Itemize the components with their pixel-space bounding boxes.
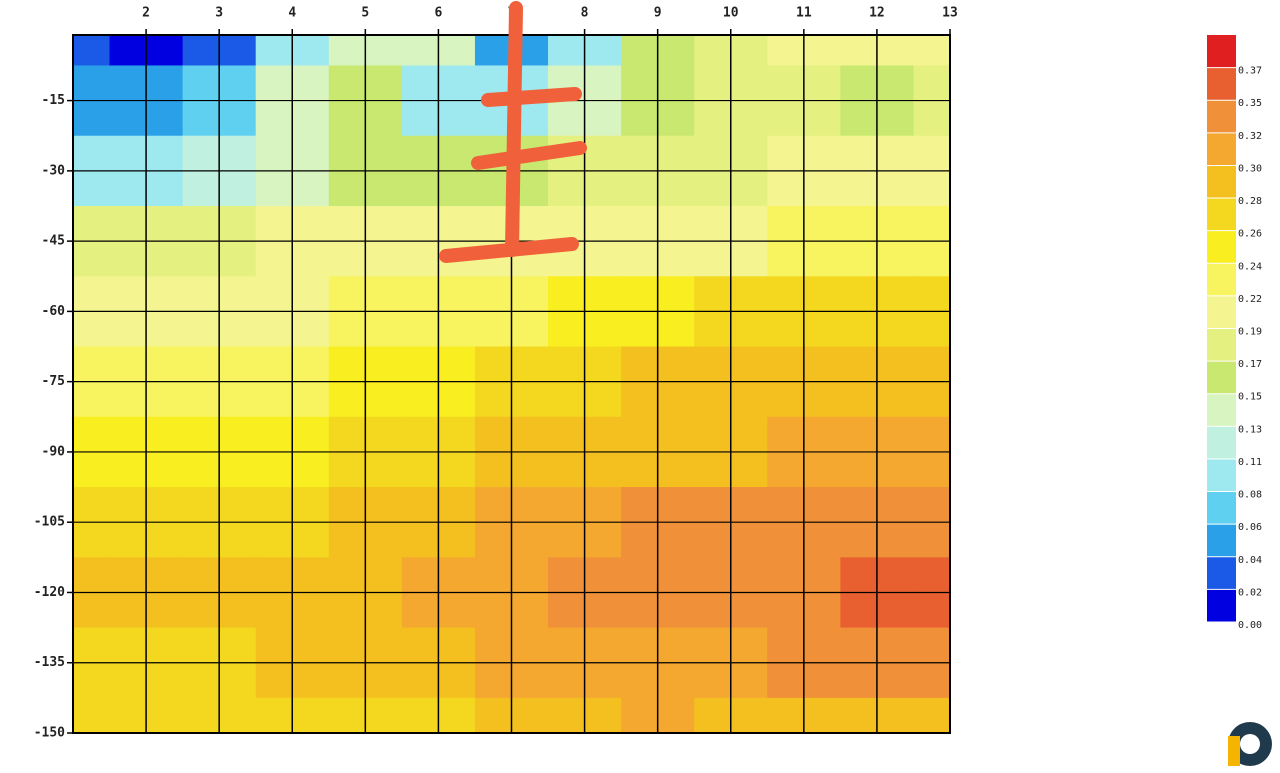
heatmap-cell xyxy=(73,35,111,66)
colorbar-label: 0.06 xyxy=(1238,522,1262,533)
x-tick-label: 3 xyxy=(215,6,223,21)
y-tick-label: -60 xyxy=(42,304,66,319)
x-tick-label: 10 xyxy=(723,6,739,21)
y-tick-label: -120 xyxy=(34,585,65,600)
colorbar-swatch xyxy=(1207,132,1236,166)
colorbar-label: 0.17 xyxy=(1238,359,1262,370)
colorbar-label: 0.22 xyxy=(1238,294,1262,305)
colorbar-swatch xyxy=(1207,230,1236,264)
colorbar: 0.00 0.02 0.04 0.06 0.08 0.11 0.13 0.15 0.17 0.19… xyxy=(1207,35,1262,631)
heatmap-cell xyxy=(913,35,950,66)
colorbar-swatch xyxy=(1207,524,1236,557)
y-tick-label: -105 xyxy=(34,515,65,530)
y-tick-label: -15 xyxy=(42,93,65,108)
x-tick-label: 9 xyxy=(654,6,662,21)
colorbar-swatch xyxy=(1207,589,1236,622)
logo xyxy=(1228,722,1272,766)
colorbar-swatch xyxy=(1207,263,1236,296)
x-tick-label: 12 xyxy=(869,6,885,21)
colorbar-swatch xyxy=(1207,458,1236,492)
colorbar-label: 0.24 xyxy=(1238,261,1262,272)
colorbar-label: 0.15 xyxy=(1238,392,1262,403)
heatmap-cell xyxy=(913,697,950,733)
colorbar-label: 0.11 xyxy=(1238,457,1262,468)
colorbar-swatch xyxy=(1207,35,1236,68)
colorbar-swatch xyxy=(1207,198,1236,231)
colorbar-label: 0.19 xyxy=(1238,327,1262,338)
colorbar-label: 0.04 xyxy=(1238,555,1262,566)
x-tick-label: 2 xyxy=(142,6,150,21)
colorbar-label: 0.32 xyxy=(1238,131,1262,142)
colorbar-swatch xyxy=(1207,361,1236,394)
colorbar-label: 0.13 xyxy=(1238,424,1262,435)
colorbar-swatch xyxy=(1207,393,1236,427)
x-tick-label: 5 xyxy=(361,6,369,21)
y-tick-label: -30 xyxy=(42,163,66,178)
y-tick-label: -75 xyxy=(42,374,65,389)
colorbar-swatch xyxy=(1207,328,1236,362)
y-tick-label: -150 xyxy=(34,726,65,741)
y-tick-label: -45 xyxy=(42,234,65,249)
colorbar-label: 0.08 xyxy=(1238,490,1262,501)
colorbar-label: 0.30 xyxy=(1238,163,1262,174)
x-tick-label: 11 xyxy=(796,6,812,21)
colorbar-swatch xyxy=(1207,67,1236,101)
x-tick-label: 13 xyxy=(942,6,958,21)
y-tick-label: -135 xyxy=(34,655,65,670)
colorbar-label: 0.37 xyxy=(1238,66,1262,77)
colorbar-swatch xyxy=(1207,491,1236,525)
annotation-strokes xyxy=(439,1,587,263)
colorbar-label: 0.28 xyxy=(1238,196,1262,207)
x-tick-label: 6 xyxy=(435,6,443,21)
y-tick-label: -90 xyxy=(42,444,66,459)
x-tick-label: 8 xyxy=(581,6,589,21)
colorbar-swatch xyxy=(1207,165,1236,199)
x-tick-label: 4 xyxy=(288,6,296,21)
colorbar-swatch xyxy=(1207,295,1236,329)
colorbar-label: 0.00 xyxy=(1238,620,1262,631)
colorbar-swatch xyxy=(1207,556,1236,590)
axis-labels: 2 3 4 5 6 7 8 9 10 11 12 13-15-30-45-60-75-90-105-1… xyxy=(34,6,958,741)
colorbar-label: 0.26 xyxy=(1238,229,1262,240)
colorbar-swatch xyxy=(1207,100,1236,133)
colorbar-label: 0.35 xyxy=(1238,98,1262,109)
colorbar-swatch xyxy=(1207,426,1236,459)
heatmap-cell xyxy=(73,697,111,733)
colorbar-label: 0.02 xyxy=(1238,587,1262,598)
